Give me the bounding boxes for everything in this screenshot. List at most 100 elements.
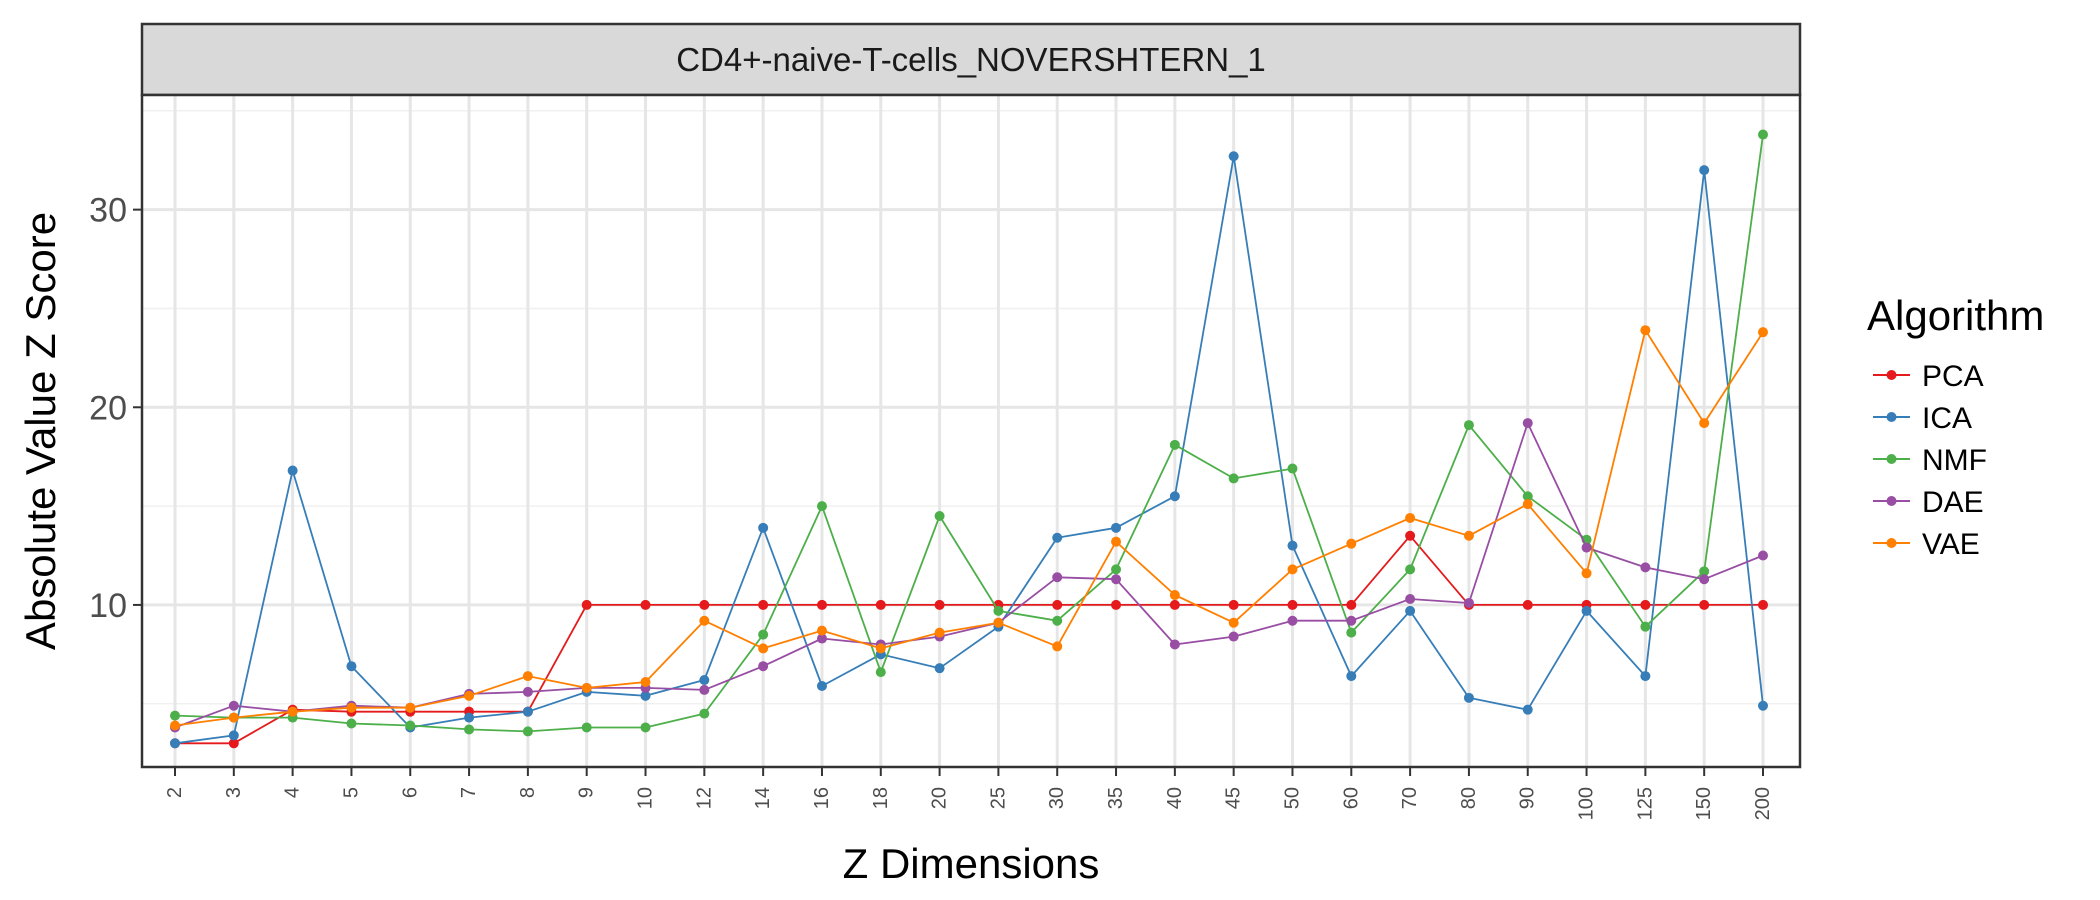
data-point-pca (1699, 599, 1710, 610)
x-tick-label: 7 (458, 787, 480, 798)
x-tick-label: 80 (1458, 787, 1480, 809)
legend-key-point-vae (1886, 538, 1897, 548)
data-point-vae (287, 706, 298, 717)
legend-key-point-dae (1886, 496, 1897, 506)
data-point-nmf (1111, 564, 1122, 575)
data-point-vae (228, 712, 239, 723)
x-tick-label: 45 (1223, 787, 1245, 809)
data-point-ica (1758, 700, 1768, 711)
x-tick-label: 35 (1105, 787, 1127, 809)
data-point-pca (1522, 599, 1533, 610)
data-point-vae (934, 627, 945, 638)
x-tick-label: 12 (693, 787, 715, 809)
data-point-vae (1052, 641, 1063, 652)
data-point-pca (875, 599, 886, 610)
data-point-ica (287, 465, 298, 476)
data-point-ica (346, 661, 357, 672)
data-point-nmf (1699, 566, 1710, 577)
data-point-vae (640, 677, 651, 688)
data-point-dae (1111, 574, 1122, 585)
data-point-vae (346, 702, 357, 713)
data-point-pca (640, 599, 651, 610)
data-point-dae (1758, 550, 1768, 561)
x-tick-label: 20 (929, 787, 951, 809)
data-point-ica (816, 680, 827, 691)
data-point-nmf (1169, 439, 1180, 450)
x-tick-label: 50 (1281, 787, 1303, 809)
x-tick-label: 90 (1517, 787, 1539, 809)
data-point-vae (1169, 590, 1180, 601)
legend-label-nmf: NMF (1922, 444, 1987, 477)
data-point-nmf (993, 605, 1004, 616)
data-point-vae (581, 682, 592, 693)
data-point-vae (699, 615, 710, 626)
data-point-dae (1228, 631, 1239, 642)
x-tick-label: 25 (987, 787, 1009, 809)
x-tick-label: 18 (870, 787, 892, 809)
data-point-nmf (875, 667, 886, 678)
x-tick-label: 6 (399, 787, 421, 798)
data-point-nmf (464, 724, 475, 735)
x-tick-label: 100 (1576, 787, 1598, 820)
data-point-pca (581, 599, 592, 610)
data-point-vae (1522, 499, 1533, 510)
data-point-dae (1699, 574, 1710, 585)
legend-label-dae: DAE (1922, 486, 1984, 519)
data-point-vae (405, 702, 416, 713)
data-point-nmf (1228, 473, 1239, 484)
data-point-pca (1052, 599, 1063, 610)
data-point-nmf (170, 710, 180, 721)
plot-panel-border (140, 93, 1802, 769)
x-axis-title: Z Dimensions (843, 840, 1100, 887)
legend-key-point-pca (1886, 370, 1897, 380)
data-point-dae (1581, 542, 1592, 553)
data-point-vae (1699, 418, 1710, 429)
data-point-dae (1463, 597, 1474, 608)
legend-label-pca: PCA (1922, 360, 1984, 393)
data-point-nmf (1522, 491, 1533, 502)
data-point-vae (1463, 530, 1474, 541)
data-point-dae (1522, 418, 1533, 429)
facet-strip (140, 22, 1802, 97)
data-point-pca (1169, 599, 1180, 610)
data-point-ica (1522, 704, 1533, 715)
x-tick-label: 10 (635, 787, 657, 809)
data-point-pca (1228, 599, 1239, 610)
data-point-nmf (522, 726, 533, 737)
data-point-nmf (1346, 627, 1357, 638)
data-point-ica (1581, 605, 1592, 616)
data-point-pca (1111, 599, 1122, 610)
data-point-vae (1287, 564, 1298, 575)
data-point-nmf (1758, 129, 1768, 140)
data-point-ica (640, 690, 651, 701)
data-point-pca (1405, 530, 1416, 541)
x-tick-label: 5 (340, 787, 362, 798)
data-point-nmf (640, 722, 651, 733)
x-tick-label: 30 (1046, 787, 1068, 809)
data-point-nmf (1640, 621, 1651, 632)
data-point-nmf (1052, 615, 1063, 626)
y-tick-label: 20 (89, 389, 127, 427)
data-point-vae (758, 643, 769, 654)
data-point-nmf (346, 718, 357, 729)
legend-key-point-ica (1886, 412, 1897, 422)
series-line-vae (174, 329, 1764, 727)
data-point-ica (170, 738, 180, 749)
data-point-pca (934, 599, 945, 610)
x-tick-label: 40 (1164, 787, 1186, 809)
x-tick-label: 9 (576, 787, 598, 798)
data-point-nmf (405, 720, 416, 731)
data-point-dae (522, 686, 533, 697)
y-tick-label: 30 (89, 192, 127, 230)
data-point-dae (1405, 594, 1416, 604)
data-point-nmf (1463, 420, 1474, 431)
data-point-dae (1052, 572, 1063, 583)
data-point-pca (1346, 599, 1357, 610)
data-point-dae (699, 684, 710, 695)
data-point-nmf (1405, 564, 1416, 575)
data-point-ica (1699, 165, 1710, 176)
data-point-nmf (934, 510, 945, 521)
data-point-vae (1758, 327, 1768, 338)
data-point-dae (1640, 562, 1651, 573)
legend-title: Algorithm (1867, 292, 2044, 339)
